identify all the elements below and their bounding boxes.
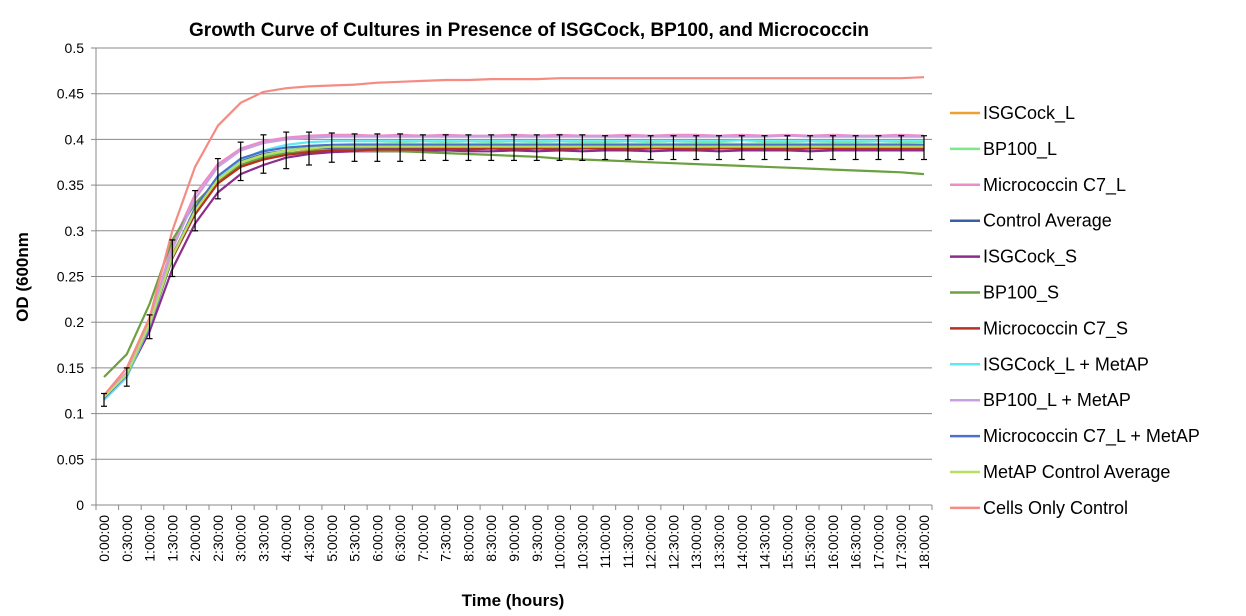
x-tick-label: 5:00:00 xyxy=(324,515,340,562)
x-tick-label: 0:30:00 xyxy=(119,515,135,562)
x-tick-label: 12:30:00 xyxy=(665,515,681,570)
error-bars xyxy=(101,131,927,407)
legend-label-7: ISGCock_L + MetAP xyxy=(983,354,1149,375)
y-tick-label: 0.4 xyxy=(65,131,85,147)
legend-label-10: MetAP Control Average xyxy=(983,462,1170,482)
x-tick-label: 13:00:00 xyxy=(688,515,704,570)
x-tick-label: 14:00:00 xyxy=(734,515,750,570)
x-tick-label: 7:30:00 xyxy=(438,515,454,562)
legend-label-1: BP100_L xyxy=(983,139,1057,160)
y-tick-label: 0.35 xyxy=(57,177,84,193)
x-tick-label: 1:00:00 xyxy=(142,515,158,562)
legend-label-6: Micrococcin C7_S xyxy=(983,318,1128,339)
y-axis-title: OD (600nm xyxy=(13,232,32,322)
legend-label-2: Micrococcin C7_L xyxy=(983,175,1126,196)
x-tick-label: 0:00:00 xyxy=(96,515,112,562)
x-tick-label: 17:00:00 xyxy=(870,515,886,570)
x-tick-label: 18:00:00 xyxy=(916,515,932,570)
x-tick-label: 3:00:00 xyxy=(233,515,249,562)
x-tick-label: 9:00:00 xyxy=(506,515,522,562)
x-tick-label: 17:30:00 xyxy=(893,515,909,570)
x-tick-label: 5:30:00 xyxy=(347,515,363,562)
legend-label-8: BP100_L + MetAP xyxy=(983,390,1131,411)
legend-label-0: ISGCock_L xyxy=(983,103,1075,124)
y-tick-label: 0.5 xyxy=(65,40,85,56)
x-tick-label: 10:00:00 xyxy=(552,515,568,570)
y-tick-label: 0 xyxy=(76,497,84,513)
x-tick-label: 2:00:00 xyxy=(187,515,203,562)
x-tick-label: 6:30:00 xyxy=(392,515,408,562)
x-tick-label: 16:30:00 xyxy=(848,515,864,570)
y-tick-labels: 0 0.05 0.1 0.15 0.2 0.25 0.3 0.35 0.4 0.45 0.5 xyxy=(57,40,84,513)
x-tick-label: 2:30:00 xyxy=(210,515,226,562)
x-tick-label: 6:00:00 xyxy=(369,515,385,562)
x-tick-label: 16:00:00 xyxy=(825,515,841,570)
x-tick-label: 7:00:00 xyxy=(415,515,431,562)
y-tick-label: 0.05 xyxy=(57,451,84,467)
y-tick-label: 0.15 xyxy=(57,360,84,376)
x-tick-label: 13:30:00 xyxy=(711,515,727,570)
y-tick-label: 0.2 xyxy=(65,314,85,330)
x-tick-labels: 0:00:00 0:30:00 1:00:00 1:30:00 2:00:00 2:30:… xyxy=(96,515,932,570)
x-axis-title: Time (hours) xyxy=(462,591,565,610)
x-tick-label: 14:30:00 xyxy=(757,515,773,570)
y-tick-label: 0.1 xyxy=(65,406,85,422)
x-tick-label: 12:00:00 xyxy=(643,515,659,570)
x-tick-label: 4:00:00 xyxy=(278,515,294,562)
legend-label-5: BP100_S xyxy=(983,283,1059,304)
x-tick-label: 8:30:00 xyxy=(483,515,499,562)
x-tick-label: 11:00:00 xyxy=(597,515,613,569)
x-tick-label: 3:30:00 xyxy=(255,515,271,562)
y-tick-label: 0.25 xyxy=(57,269,84,285)
series-line-11 xyxy=(103,76,925,397)
x-tick-label: 11:30:00 xyxy=(620,515,636,569)
legend-label-3: Control Average xyxy=(983,211,1112,231)
x-tick-label: 10:30:00 xyxy=(574,515,590,570)
chart-title: Growth Curve of Cultures in Presence of … xyxy=(189,20,869,41)
x-tick-label: 8:00:00 xyxy=(460,515,476,562)
x-tick-label: 1:30:00 xyxy=(164,515,180,562)
legend-label-9: Micrococcin C7_L + MetAP xyxy=(983,426,1200,447)
x-tick-label: 9:30:00 xyxy=(529,515,545,562)
y-tick-label: 0.3 xyxy=(65,223,85,239)
x-tick-label: 15:00:00 xyxy=(779,515,795,570)
gridlines xyxy=(96,47,932,460)
legend-label-11: Cells Only Control xyxy=(983,498,1128,518)
x-tick-label: 15:30:00 xyxy=(802,515,818,570)
axes xyxy=(91,47,933,510)
legend-label-4: ISGCock_S xyxy=(983,247,1077,268)
x-tick-label: 4:30:00 xyxy=(301,515,317,562)
legend: ISGCock_L BP100_L Micrococcin C7_L Control … xyxy=(950,103,1200,518)
y-tick-label: 0.45 xyxy=(57,86,84,102)
